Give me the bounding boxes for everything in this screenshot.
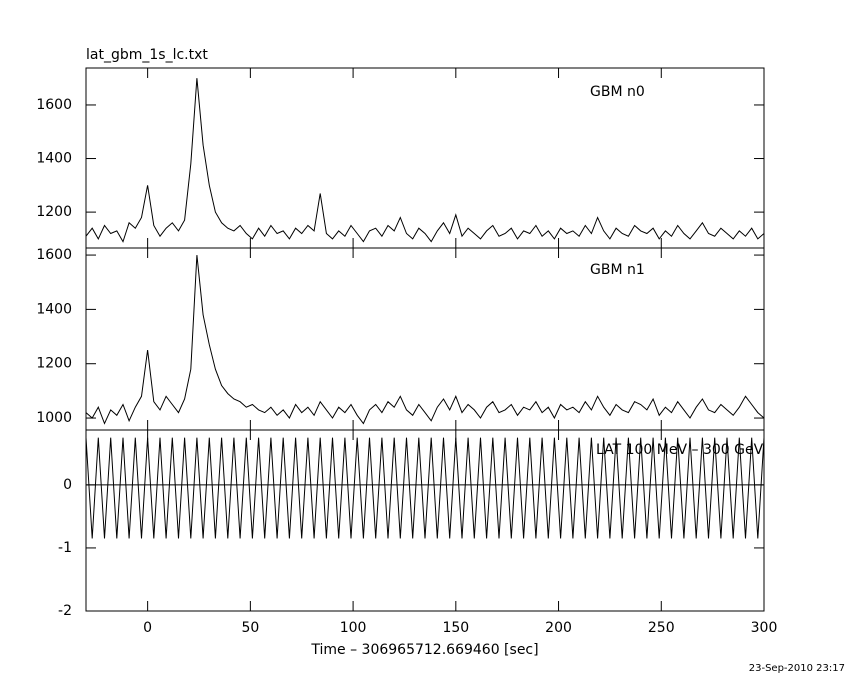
y-tick-label: 1600 [36,247,72,263]
x-tick-label: 200 [545,620,572,636]
data-line [85,437,765,539]
data-line [85,255,765,425]
x-tick-label: 250 [648,620,675,636]
panel-frame [85,429,765,612]
chart-title: lat_gbm_1s_lc.txt [86,47,208,63]
y-tick-label: -1 [58,540,72,556]
y-tick-label: 1600 [36,97,72,113]
x-tick-label: 0 [143,620,152,636]
y-tick-label: -2 [58,603,72,619]
panel-label: GBM n1 [590,262,645,278]
panel-frame [85,247,765,431]
panel-frame [85,67,765,249]
y-tick-label: 1400 [36,151,72,167]
y-tick-label: 1000 [36,410,72,426]
y-tick-label: 1200 [36,204,72,220]
timestamp: 23-Sep-2010 23:17 [749,663,845,674]
y-tick-label: 0 [63,477,72,493]
x-axis-label: Time – 306965712.669460 [sec] [310,642,538,658]
panel-label: LAT 100 MeV – 300 GeV [596,442,764,458]
x-tick-label: 300 [751,620,778,636]
data-line [85,78,765,243]
panel-label: GBM n0 [590,84,645,100]
x-tick-label: 100 [340,620,367,636]
x-tick-label: 50 [241,620,259,636]
y-tick-label: 1400 [36,301,72,317]
y-tick-label: 1200 [36,356,72,372]
x-tick-label: 150 [442,620,469,636]
